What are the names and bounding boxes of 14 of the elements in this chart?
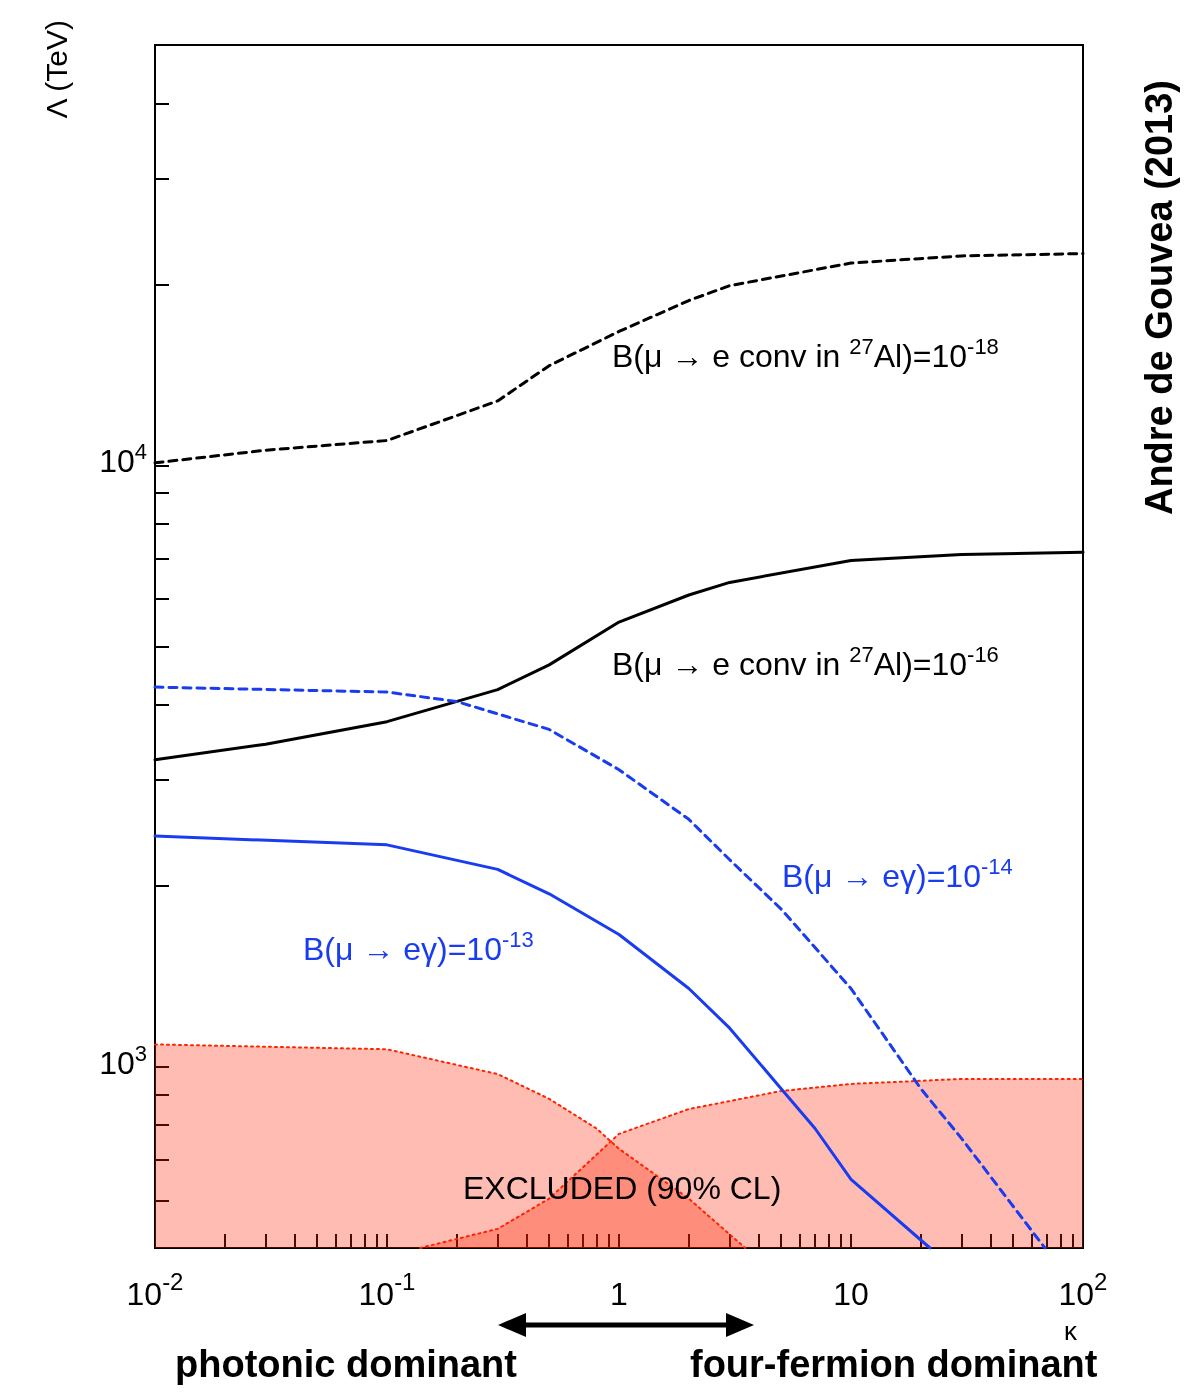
series-label: B(μ → eγ)=10$^{-14}$	[782, 853, 1013, 894]
x-axis-title: κ	[1064, 1316, 1077, 1346]
series-label: B(μ → e conv in $^{27}$Al)=10$^{-18}$	[612, 333, 999, 374]
y-axis-title: Λ (TeV)	[40, 20, 73, 119]
x-tick-label: 10	[833, 1276, 869, 1312]
text: Andre de Gouvea (2013)	[1138, 80, 1180, 516]
text: photonic dominant	[175, 1343, 517, 1385]
series-label: B(μ → eγ)=10$^{-13}$	[303, 926, 534, 967]
series-label: B(μ → e conv in $^{27}$Al)=10$^{-16}$	[612, 641, 999, 682]
y-tick-label: 10$^{3}$	[98, 1040, 147, 1081]
text: four-fermion dominant	[690, 1343, 1098, 1385]
y-tick-label: 10$^{4}$	[98, 439, 147, 480]
x-tick-label: 1	[610, 1276, 628, 1312]
annotation: EXCLUDED (90% CL)	[463, 1170, 782, 1206]
